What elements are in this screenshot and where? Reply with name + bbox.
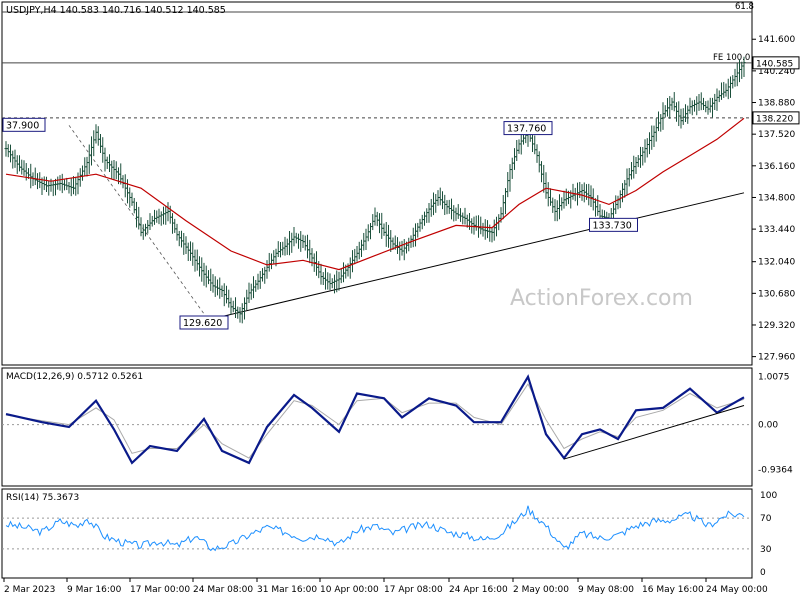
price-y-tick-label: 132.040 [758,258,795,268]
support-trendline [203,192,745,322]
x-axis-tick-label: 31 Mar 16:00 [257,585,317,595]
price-tag-label: 138.220 [756,114,793,124]
rsi-y-tick-label: 0 [760,568,766,578]
price-annotation-box [179,315,229,330]
price-tag-label: 140.585 [756,59,793,69]
symbol-header: USDJPY,H4 140.583 140.716 140.512 140.58… [6,5,226,16]
price-y-tick-label: 140.240 [758,67,795,77]
price-annotation-label: 133.730 [593,220,632,231]
price-y-tick-label: 129.320 [758,321,795,331]
price-annotation-box [589,217,638,232]
price-y-tick-label: 130.680 [758,289,795,299]
price-y-tick-label: 133.440 [758,225,795,235]
x-axis-tick-label: 17 Apr 08:00 [384,585,443,595]
price-annotation-label: 137.760 [507,124,546,135]
watermark: ActionForex.com [510,286,693,311]
price-y-tick-label: 137.520 [758,130,795,140]
rsi-title: RSI(14) 75.3673 [6,493,79,503]
rsi-pane-frame [1,488,753,579]
price-annotation-box [503,121,553,136]
price-y-tick-label: 138.880 [758,99,795,109]
moving-average-line [5,117,745,271]
rsi-y-tick-label: 70 [760,514,772,524]
x-axis-tick-label: 17 Mar 00:00 [130,585,190,595]
x-axis-tick-label: 24 May 00:00 [706,585,768,595]
price-tag-box [752,56,800,70]
macd-y-tick-label: 0.00 [758,421,778,431]
rsi-y-tick-label: 30 [760,545,772,555]
price-y-tick-label: 136.160 [758,162,795,172]
x-axis-tick-label: 2 Mar 2023 [4,585,55,595]
price-annotation-label: 129.620 [183,318,222,329]
macd-y-tick-label: -0.9364 [758,465,793,475]
price-y-tick-label: 134.800 [758,193,795,203]
macd-trendline [563,404,745,460]
macd-signal-line [5,383,745,459]
x-axis-tick-label: 10 Apr 00:00 [320,585,379,595]
rsi-y-tick-label: 100 [760,491,777,501]
x-axis-tick-label: 9 Mar 16:00 [67,585,122,595]
price-annotation-box [2,117,46,132]
fe-100-label: FE 100.0 [713,53,750,63]
x-axis-tick-label: 24 Mar 08:00 [193,585,253,595]
price-pane-frame [1,1,753,366]
x-axis-tick-label: 24 Apr 16:00 [449,585,508,595]
price-annotation-label: 37.900 [6,120,39,131]
x-axis-tick-label: 16 May 16:00 [642,585,704,595]
x-axis-tick-label: 9 May 08:00 [578,585,634,595]
macd-y-tick-label: 1.0075 [758,372,790,382]
macd-title: MACD(12,26,9) 0.5712 0.5261 [6,372,143,382]
x-axis-tick-label: 2 May 00:00 [513,585,569,595]
macd-line [5,374,745,465]
price-y-tick-label: 127.960 [758,353,795,363]
rsi-line [5,505,745,552]
price-tag-box [752,111,800,125]
fib-61-8-label: 61.8 [735,2,754,12]
price-y-tick-label: 141.600 [758,35,795,45]
macd-pane-frame [1,367,753,487]
